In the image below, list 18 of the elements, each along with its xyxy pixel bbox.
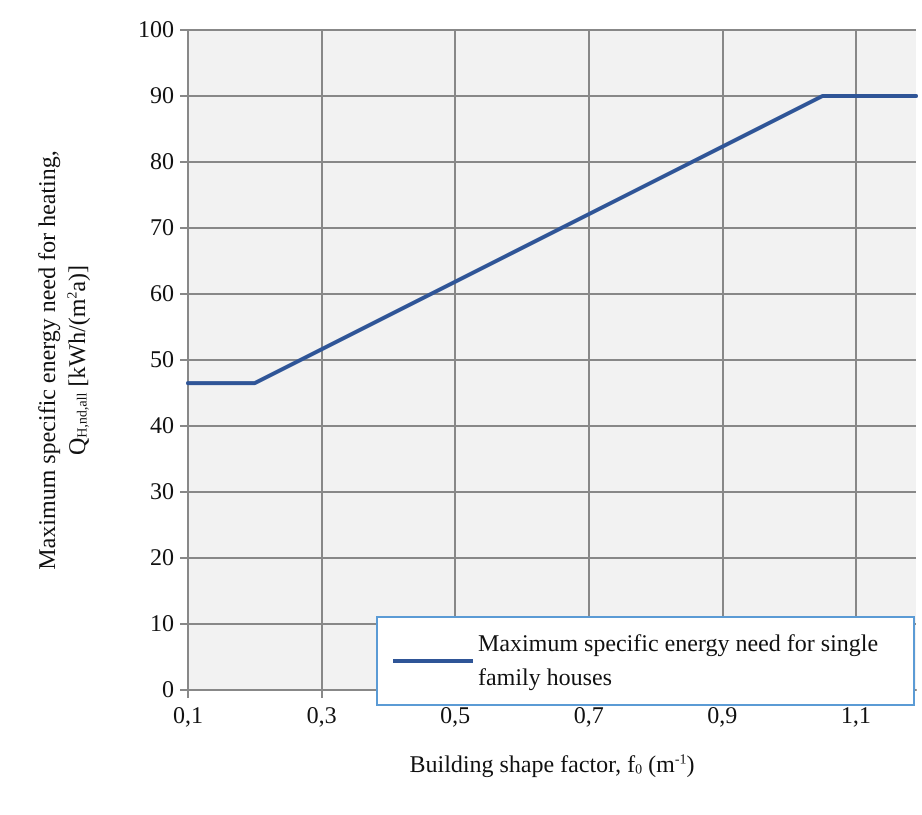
y-tick-label: 70 (150, 215, 174, 241)
x-tick-label: 0,9 (707, 703, 738, 729)
y-tick-label: 50 (150, 347, 174, 373)
y-tick-label: 90 (150, 83, 174, 109)
y-tick-label: 0 (162, 677, 174, 703)
x-tick-label: 0,1 (173, 703, 203, 729)
x-tick-label: 1,1 (840, 703, 871, 729)
x-tick-label: 0,3 (306, 703, 337, 729)
legend-label: Maximum specific energy need for single family houses (478, 631, 884, 691)
x-tick-label: 0,7 (574, 703, 604, 729)
x-tick-label: 0,5 (440, 703, 470, 729)
y-tick-label: 30 (150, 479, 174, 505)
y-tick-label: 10 (150, 611, 174, 637)
y-tick-label: 20 (150, 545, 174, 571)
y-tick-label: 40 (150, 413, 174, 439)
y-tick-label: 80 (150, 149, 174, 175)
y-tick-label: 60 (150, 281, 174, 307)
y-tick-label: 100 (138, 17, 174, 43)
